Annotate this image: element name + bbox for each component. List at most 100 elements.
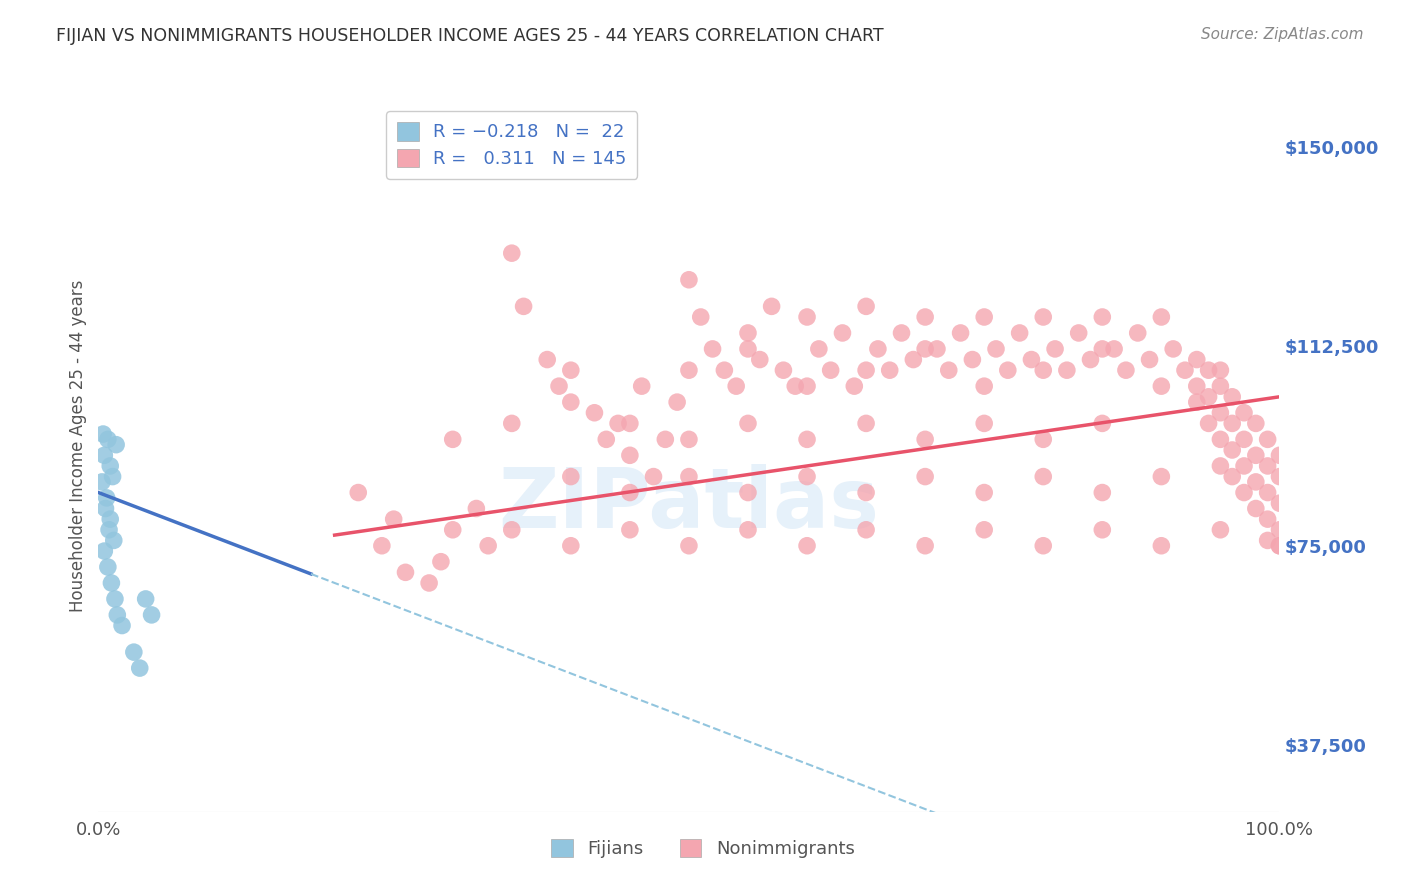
Point xyxy=(560,395,582,409)
Point xyxy=(1032,363,1054,377)
Point xyxy=(1102,342,1125,356)
Point xyxy=(100,576,122,591)
Point xyxy=(1268,496,1291,510)
Point xyxy=(418,576,440,591)
Point xyxy=(962,352,984,367)
Point xyxy=(1126,326,1149,340)
Point xyxy=(1257,533,1279,548)
Point xyxy=(855,485,877,500)
Point xyxy=(1032,310,1054,324)
Point xyxy=(737,326,759,340)
Point xyxy=(103,533,125,548)
Point xyxy=(984,342,1007,356)
Point xyxy=(607,417,630,431)
Point xyxy=(548,379,571,393)
Point xyxy=(678,539,700,553)
Point xyxy=(796,433,818,447)
Point xyxy=(1161,342,1184,356)
Point xyxy=(702,342,724,356)
Point xyxy=(1067,326,1090,340)
Point xyxy=(1150,310,1173,324)
Point xyxy=(595,433,617,447)
Point xyxy=(1150,539,1173,553)
Point xyxy=(1268,448,1291,462)
Point xyxy=(737,342,759,356)
Point xyxy=(135,591,157,606)
Point xyxy=(914,539,936,553)
Point xyxy=(997,363,1019,377)
Point xyxy=(855,363,877,377)
Point xyxy=(1244,417,1267,431)
Point xyxy=(1257,512,1279,526)
Point xyxy=(1209,363,1232,377)
Point xyxy=(1198,417,1220,431)
Point xyxy=(678,273,700,287)
Point xyxy=(1233,485,1256,500)
Point xyxy=(512,299,534,313)
Point xyxy=(831,326,853,340)
Point xyxy=(1209,458,1232,473)
Point xyxy=(666,395,689,409)
Point xyxy=(1056,363,1078,377)
Point xyxy=(1244,475,1267,489)
Point xyxy=(630,379,652,393)
Point xyxy=(1220,417,1243,431)
Point xyxy=(111,618,134,632)
Point xyxy=(643,469,665,483)
Point xyxy=(796,310,818,324)
Point xyxy=(382,512,405,526)
Point xyxy=(820,363,842,377)
Point xyxy=(973,379,995,393)
Point xyxy=(105,607,128,622)
Point xyxy=(1080,352,1102,367)
Point xyxy=(973,417,995,431)
Point xyxy=(1220,469,1243,483)
Point xyxy=(737,523,759,537)
Point xyxy=(98,523,121,537)
Point xyxy=(441,523,464,537)
Point xyxy=(903,352,925,367)
Point xyxy=(713,363,735,377)
Point xyxy=(105,438,128,452)
Point xyxy=(866,342,889,356)
Point xyxy=(98,512,121,526)
Point xyxy=(1043,342,1066,356)
Legend: R = −0.218   N =  22, R =   0.311   N = 145: R = −0.218 N = 22, R = 0.311 N = 145 xyxy=(387,112,637,178)
Point xyxy=(1150,379,1173,393)
Point xyxy=(94,501,117,516)
Point xyxy=(678,469,700,483)
Point xyxy=(96,491,118,505)
Y-axis label: Householder Income Ages 25 - 44 years: Householder Income Ages 25 - 44 years xyxy=(69,280,87,612)
Point xyxy=(914,310,936,324)
Legend: Fijians, Nonimmigrants: Fijians, Nonimmigrants xyxy=(544,831,862,865)
Point xyxy=(97,560,120,574)
Point xyxy=(1257,458,1279,473)
Point xyxy=(678,433,700,447)
Point xyxy=(347,485,370,500)
Point xyxy=(1220,390,1243,404)
Point xyxy=(973,485,995,500)
Point xyxy=(772,363,794,377)
Point xyxy=(1091,485,1114,500)
Point xyxy=(796,539,818,553)
Point xyxy=(619,448,641,462)
Point xyxy=(1021,352,1043,367)
Point xyxy=(1268,469,1291,483)
Point xyxy=(1008,326,1031,340)
Point xyxy=(1185,379,1208,393)
Point xyxy=(737,417,759,431)
Point xyxy=(1115,363,1137,377)
Point xyxy=(619,417,641,431)
Point xyxy=(844,379,866,393)
Point xyxy=(855,417,877,431)
Point xyxy=(949,326,972,340)
Point xyxy=(1233,406,1256,420)
Point xyxy=(914,433,936,447)
Point xyxy=(1209,433,1232,447)
Point xyxy=(1032,539,1054,553)
Point xyxy=(678,363,700,377)
Point xyxy=(938,363,960,377)
Point xyxy=(1209,406,1232,420)
Point xyxy=(1244,501,1267,516)
Point xyxy=(925,342,948,356)
